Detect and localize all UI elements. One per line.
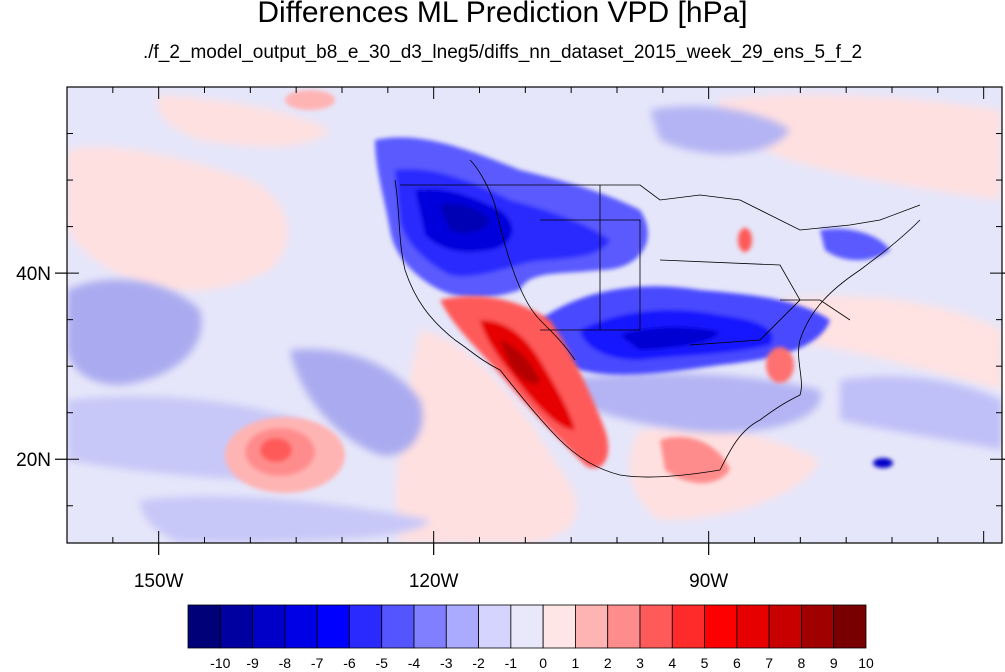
colorbar-swatch: [478, 604, 512, 649]
field-light-positive: [67, 94, 1002, 543]
colorbar-swatch: [349, 604, 383, 649]
field-positive-anomaly-pacific: [225, 417, 345, 493]
lon-tick-label: 90W: [689, 571, 728, 592]
colorbar-label: 5: [701, 655, 709, 671]
colorbar-label: 9: [830, 655, 838, 671]
map-boundaries: [394, 159, 921, 478]
colorbar-label: -7: [311, 655, 324, 671]
colorbar-label: 6: [733, 655, 741, 671]
colorbar-label: 8: [798, 655, 806, 671]
colorbar-label: 7: [765, 655, 773, 671]
colorbar: -10 -9 -8 -7 -6 -5 -4 -3 -2 -1 0 1 2 3 4 5 6 7 8 9 10: [187, 604, 874, 671]
map-axes: 150W 120W 90W 40N 20N: [16, 86, 1005, 592]
colorbar-label: 1: [572, 655, 580, 671]
colorbar-label: 2: [604, 655, 612, 671]
colorbar-swatch: [187, 604, 221, 649]
colorbar-swatch: [252, 604, 286, 649]
map-subtitle: ./f_2_model_output_b8_e_30_d3_lneg5/diff…: [142, 42, 863, 63]
map-frame: [66, 86, 1003, 544]
colorbar-swatch: [704, 604, 738, 649]
colorbar-label: -2: [472, 655, 485, 671]
colorbar-swatch: [284, 604, 318, 649]
colorbar-swatch: [639, 604, 673, 649]
colorbar-swatch: [542, 604, 576, 649]
map-field: [67, 87, 1002, 543]
colorbar-swatch: [607, 604, 641, 649]
colorbar-label: 3: [636, 655, 644, 671]
colorbar-label: -10: [210, 655, 230, 671]
colorbar-label: -8: [279, 655, 292, 671]
colorbar-swatch: [381, 604, 415, 649]
lon-tick-label: 120W: [409, 571, 459, 592]
colorbar-label: 0: [539, 655, 547, 671]
lat-tick-label: 20N: [16, 450, 51, 471]
colorbar-label: -1: [505, 655, 518, 671]
colorbar-swatch: [768, 604, 802, 649]
colorbar-swatch: [413, 604, 447, 649]
field-negative-anomaly-central: [539, 228, 890, 375]
colorbar-label: 4: [668, 655, 676, 671]
colorbar-swatch: [316, 604, 350, 649]
colorbar-label: 10: [858, 655, 874, 671]
colorbar-swatch: [219, 604, 253, 649]
colorbar-swatch: [445, 604, 479, 649]
colorbar-label: -6: [343, 655, 356, 671]
lat-tick-label: 40N: [16, 264, 51, 285]
colorbar-label: -5: [375, 655, 388, 671]
field-light-negative: [67, 106, 1002, 543]
colorbar-swatch: [671, 604, 705, 649]
colorbar-swatch: [801, 604, 835, 649]
colorbar-swatch: [510, 604, 544, 649]
field-small-features: [285, 90, 893, 468]
map-title: Differences ML Prediction VPD [hPa]: [257, 0, 748, 29]
field-negative-anomaly-west: [375, 137, 648, 298]
colorbar-swatch: [575, 604, 609, 649]
colorbar-swatch: [833, 604, 867, 649]
colorbar-label: -3: [440, 655, 453, 671]
colorbar-swatch: [736, 604, 770, 649]
colorbar-label: -9: [246, 655, 259, 671]
lon-tick-label: 150W: [134, 571, 184, 592]
colorbar-label: -4: [408, 655, 421, 671]
